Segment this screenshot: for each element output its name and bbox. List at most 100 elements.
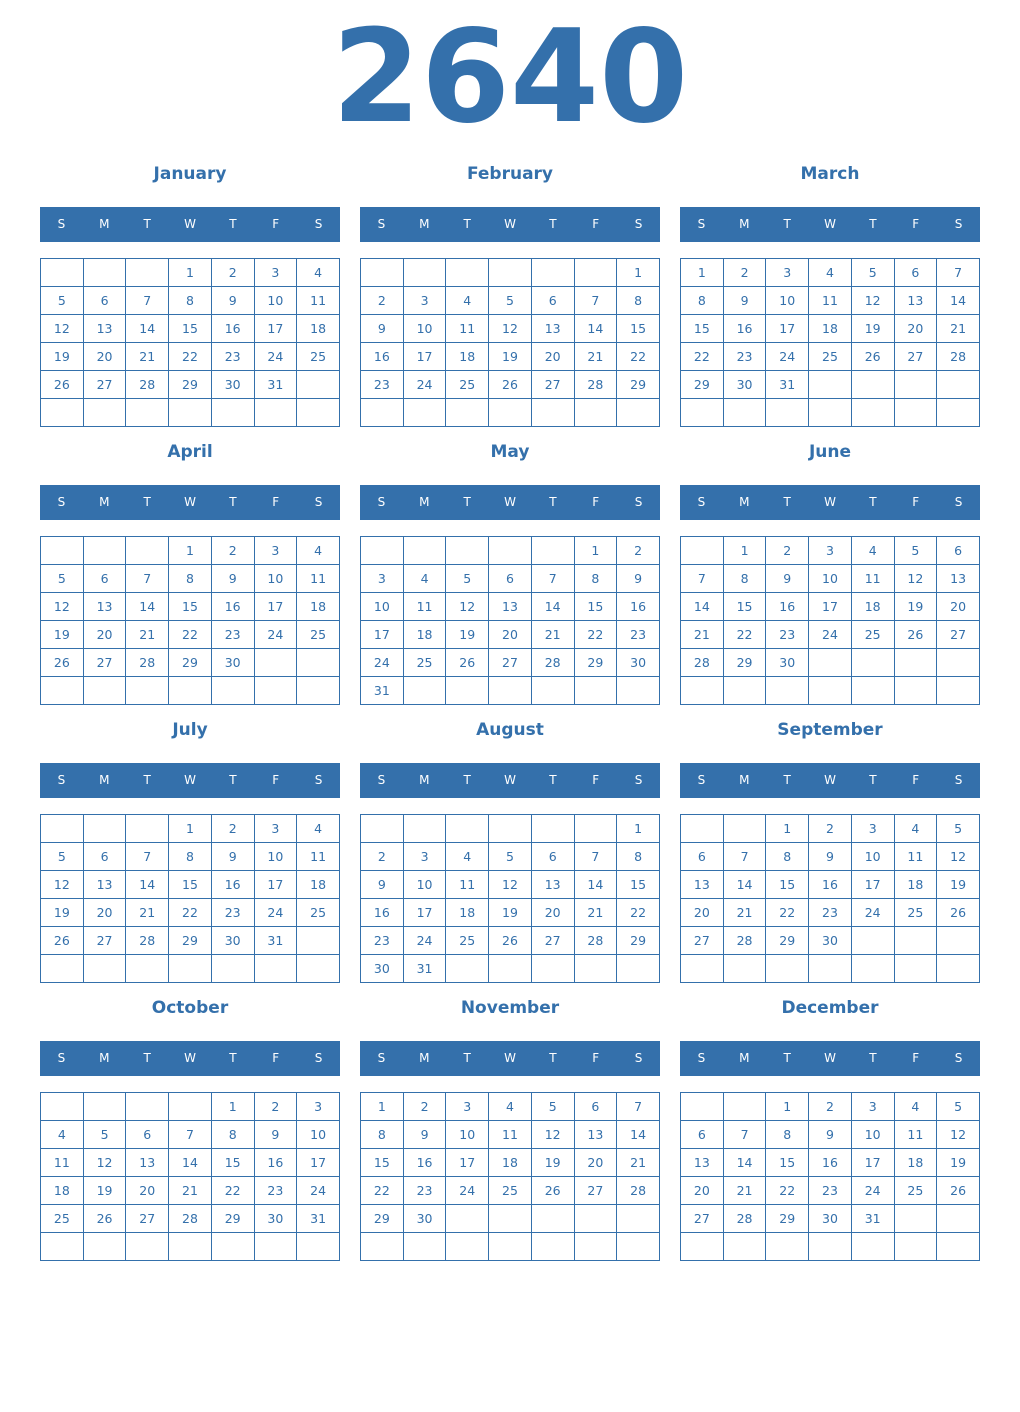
day-cell	[445, 814, 490, 843]
weekday-label: M	[99, 773, 110, 787]
weekday-label: M	[99, 217, 110, 231]
day-cell: 16	[210, 314, 255, 343]
month-title: March	[800, 164, 860, 184]
day-cell: 13	[936, 564, 980, 593]
day-cell	[168, 954, 212, 983]
day-cell: 23	[360, 370, 404, 399]
day-cell: 25	[893, 898, 938, 927]
day-cell	[125, 676, 170, 705]
day-cell	[125, 954, 170, 983]
day-cell: 2	[210, 536, 255, 565]
day-cell: 30	[808, 926, 852, 955]
weekday-label: M	[419, 217, 430, 231]
day-cell	[722, 1232, 767, 1261]
day-cell: 1	[573, 536, 618, 565]
day-cell: 11	[893, 842, 938, 871]
month-title: July	[172, 720, 208, 740]
day-cell: 16	[360, 342, 404, 371]
day-cell	[722, 676, 767, 705]
day-cell	[808, 954, 852, 983]
day-cell	[445, 676, 490, 705]
week-row: 14 15 16 17 18 19 20	[680, 592, 980, 621]
day-cell: 19	[40, 620, 84, 649]
weekday-label: F	[912, 495, 920, 509]
weekday-label: S	[954, 1051, 963, 1065]
day-cell	[360, 536, 404, 565]
day-cell: 4	[296, 814, 340, 843]
week-row: 22 23 24 25 26 27 28	[360, 1176, 660, 1205]
day-cell: 25	[296, 898, 340, 927]
day-cell: 6	[680, 1120, 724, 1149]
day-cell: 26	[850, 342, 895, 371]
day-cell	[573, 1232, 618, 1261]
day-cell: 28	[936, 342, 980, 371]
day-cell: 8	[680, 286, 724, 315]
day-cell	[82, 258, 127, 287]
day-cell: 18	[808, 314, 852, 343]
week-row: 6 7 8 9 10 11 12	[680, 842, 980, 871]
month-july: July S M T W T F S 1 2 3 4 5 6 7 8 9 10 11 12 13 14 15 16 17 18 19…	[40, 716, 340, 986]
week-row: 13 14 15 16 17 18 19	[680, 1148, 980, 1177]
day-cell: 12	[893, 564, 938, 593]
day-cell	[936, 1204, 980, 1233]
day-cell: 2	[253, 1092, 298, 1121]
day-cell: 1	[210, 1092, 255, 1121]
day-cell: 29	[168, 648, 212, 677]
day-cell	[530, 676, 575, 705]
day-cell: 18	[40, 1176, 84, 1205]
day-cell: 26	[488, 370, 532, 399]
day-cell	[573, 258, 618, 287]
day-cell: 4	[40, 1120, 84, 1149]
day-cell: 22	[168, 342, 212, 371]
day-cell: 19	[40, 342, 84, 371]
day-cell: 21	[168, 1176, 212, 1205]
day-cell: 21	[616, 1148, 660, 1177]
week-row: 27 28 29 30 31	[680, 1204, 980, 1233]
day-cell: 9	[210, 564, 255, 593]
day-cell	[445, 1204, 490, 1233]
day-cell	[360, 258, 404, 287]
weekday-label: T	[783, 495, 791, 509]
day-cell	[616, 1232, 660, 1261]
day-cell: 17	[850, 870, 895, 899]
day-cell: 27	[82, 926, 127, 955]
day-cell: 22	[765, 898, 810, 927]
day-cell: 8	[168, 286, 212, 315]
day-cell: 9	[210, 286, 255, 315]
day-cell: 12	[445, 592, 490, 621]
day-cell	[125, 1092, 170, 1121]
weekday-label: T	[143, 217, 151, 231]
week-row: 9 10 11 12 13 14 15	[360, 314, 660, 343]
day-cell: 18	[296, 592, 340, 621]
weekday-label: W	[504, 1051, 516, 1065]
day-cell: 4	[296, 536, 340, 565]
month-title: August	[476, 720, 544, 740]
day-cell	[296, 648, 340, 677]
day-cell	[680, 398, 724, 427]
day-cell: 16	[616, 592, 660, 621]
day-cell: 23	[253, 1176, 298, 1205]
day-cell: 15	[680, 314, 724, 343]
day-cell: 1	[616, 814, 660, 843]
weekday-label: S	[377, 773, 386, 787]
week-row: 21 22 23 24 25 26 27	[680, 620, 980, 649]
day-cell: 8	[168, 842, 212, 871]
day-cell: 1	[722, 536, 767, 565]
day-cell: 3	[296, 1092, 340, 1121]
weekday-label: S	[377, 1051, 386, 1065]
weekday-label: M	[739, 217, 750, 231]
day-cell	[402, 536, 447, 565]
day-cell	[488, 814, 532, 843]
day-cell: 23	[210, 620, 255, 649]
day-cell: 17	[402, 342, 447, 371]
day-cell: 5	[488, 842, 532, 871]
day-cell	[40, 536, 84, 565]
day-cell	[850, 398, 895, 427]
day-cell: 9	[722, 286, 767, 315]
day-cell: 1	[680, 258, 724, 287]
day-cell: 2	[360, 842, 404, 871]
day-cell: 12	[530, 1120, 575, 1149]
day-cell: 11	[445, 870, 490, 899]
day-cell: 8	[765, 842, 810, 871]
